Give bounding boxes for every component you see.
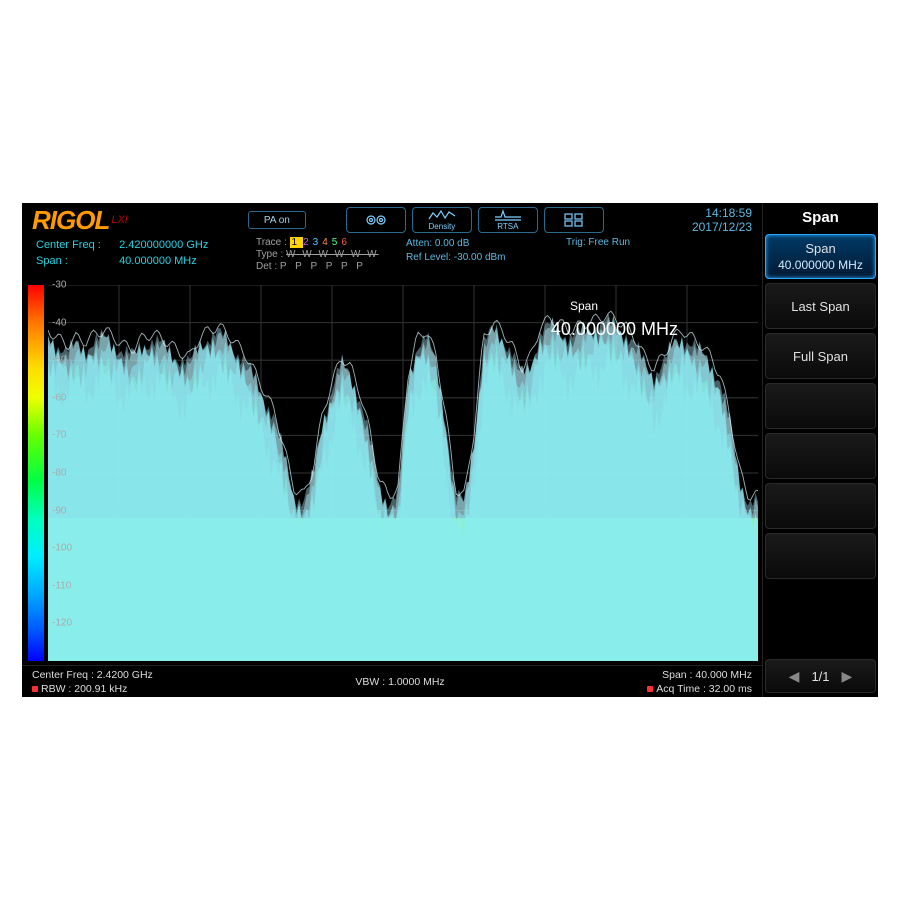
last-span-button[interactable]: Last Span (765, 283, 876, 329)
status-rbw: RBW : 200.91 kHz (32, 683, 153, 695)
trace-det-row: P P P P P P (280, 261, 366, 272)
page-nav[interactable]: ◀ 1/1 ▶ (765, 659, 876, 693)
overlay-span-label: Span (570, 299, 598, 313)
y-tick-label: -120 (52, 618, 72, 629)
top-bar: RIGOL LXI PA on Density (22, 203, 878, 281)
status-acq: Acq Time : 32.00 ms (647, 683, 752, 695)
body: -30 -40 -50 -60 -70 -80 -90 -100 -110 -120 Span 4… (22, 281, 878, 697)
atten-info: Atten: 0.00 dB Ref Level: -30.00 dBm (406, 237, 566, 265)
status-vbw: VBW : 1.0000 MHz (355, 676, 444, 688)
status-bar: Center Freq : 2.4200 GHz RBW : 200.91 kH… (22, 665, 762, 697)
menu-title: Span (763, 203, 878, 232)
span-button[interactable]: Span 40.000000 MHz (765, 234, 876, 279)
trace-type-label: Type : (256, 249, 283, 260)
brand-sub: LXI (111, 214, 128, 226)
rtsa-icon (493, 209, 523, 221)
full-span-button[interactable]: Full Span (765, 333, 876, 379)
ref-value: -30.00 dBm (454, 252, 506, 263)
status-center: Center Freq : 2.4200 GHz (32, 669, 153, 681)
span-label: Span : (36, 253, 116, 269)
panels-icon (559, 212, 589, 228)
rtsa-button[interactable]: RTSA (478, 207, 538, 233)
freq-readout: Center Freq : 2.420000000 GHz Span : 40.… (36, 237, 256, 269)
rtsa-label: RTSA (497, 222, 518, 231)
gear-icon (361, 212, 391, 228)
clock: 14:18:59 2017/12/23 (692, 206, 752, 234)
trace-type-row: W W W W W W (286, 249, 379, 260)
toolbar: Density RTSA (346, 207, 604, 233)
soft-button-5[interactable] (765, 433, 876, 479)
spectrum-analyzer-screen: RIGOL LXI PA on Density (22, 203, 878, 697)
pa-status[interactable]: PA on (248, 211, 306, 229)
trig-info: Trig: Free Run (566, 237, 630, 248)
span-button-value: 40.000000 MHz (778, 258, 863, 272)
page-indicator: 1/1 (811, 669, 829, 684)
center-freq-value: 2.420000000 GHz (119, 239, 208, 251)
side-menu: Last Span Full Span ◀ 1/1 ▶ (762, 281, 878, 697)
trace-info: Trace : 123456 Type : W W W W W W Det : … (256, 237, 406, 273)
page-prev-icon[interactable]: ◀ (789, 668, 800, 685)
trig-value: Free Run (588, 237, 630, 248)
spectrum-plot[interactable]: -30-40-50-60-70-80-90-100-110-120 Span 4… (48, 285, 758, 661)
y-tick-label: -70 (52, 430, 66, 441)
trig-label: Trig: (566, 237, 586, 248)
y-tick-label: -30 (52, 280, 66, 291)
soft-button-4[interactable] (765, 383, 876, 429)
overlay-span-value: 40.000000 MHz (551, 319, 678, 340)
ref-label: Ref Level: (406, 252, 451, 263)
full-span-label: Full Span (793, 349, 848, 364)
density-icon (427, 209, 457, 221)
display-area: -30 -40 -50 -60 -70 -80 -90 -100 -110 -120 Span 4… (22, 281, 762, 697)
density-button[interactable]: Density (412, 207, 472, 233)
soft-button-6[interactable] (765, 483, 876, 529)
side-menu-top: Span Span 40.000000 MHz (762, 203, 878, 281)
panels-button[interactable] (544, 207, 604, 233)
settings-button[interactable] (346, 207, 406, 233)
atten-value: 0.00 dB (435, 238, 469, 249)
y-tick-label: -40 (52, 317, 66, 328)
last-span-label: Last Span (791, 299, 850, 314)
brand-logo: RIGOL (32, 205, 109, 236)
density-label: Density (429, 222, 456, 231)
y-tick-label: -90 (52, 505, 66, 516)
y-tick-label: -60 (52, 392, 66, 403)
density-colorbar (28, 285, 44, 661)
center-freq-label: Center Freq : (36, 237, 116, 253)
trace-det-label: Det : (256, 261, 277, 272)
time: 14:18:59 (692, 206, 752, 220)
date: 2017/12/23 (692, 220, 752, 234)
span-value-top: 40.000000 MHz (119, 255, 197, 267)
y-tick-label: -110 (52, 580, 71, 591)
soft-button-7[interactable] (765, 533, 876, 579)
y-tick-label: -80 (52, 468, 66, 479)
trace-label: Trace : (256, 237, 287, 248)
span-button-label: Span (805, 241, 835, 256)
y-tick-label: -50 (52, 355, 66, 366)
atten-label: Atten: (406, 238, 432, 249)
y-tick-label: -100 (52, 543, 72, 554)
trace-numbers: 123456 (290, 237, 351, 248)
page-next-icon[interactable]: ▶ (842, 668, 853, 685)
status-span: Span : 40.000 MHz (647, 669, 752, 681)
